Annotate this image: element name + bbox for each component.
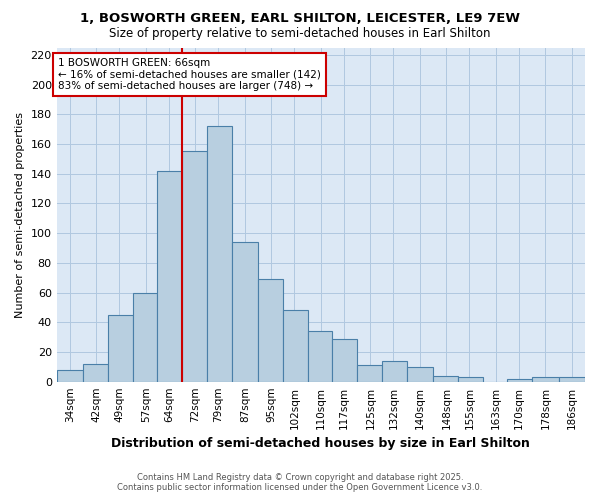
Bar [382, 361, 407, 382]
Bar [182, 152, 207, 382]
Bar [207, 126, 232, 382]
Bar [133, 292, 157, 382]
Text: 1 BOSWORTH GREEN: 66sqm
← 16% of semi-detached houses are smaller (142)
83% of s: 1 BOSWORTH GREEN: 66sqm ← 16% of semi-de… [58, 58, 321, 91]
Y-axis label: Number of semi-detached properties: Number of semi-detached properties [15, 112, 25, 318]
Bar [108, 315, 133, 382]
Bar [258, 279, 283, 382]
Text: Contains HM Land Registry data © Crown copyright and database right 2025.
Contai: Contains HM Land Registry data © Crown c… [118, 473, 482, 492]
Bar [532, 377, 559, 382]
Text: Size of property relative to semi-detached houses in Earl Shilton: Size of property relative to semi-detach… [109, 28, 491, 40]
Bar [407, 367, 433, 382]
Text: 1, BOSWORTH GREEN, EARL SHILTON, LEICESTER, LE9 7EW: 1, BOSWORTH GREEN, EARL SHILTON, LEICEST… [80, 12, 520, 26]
Bar [232, 242, 258, 382]
Bar [559, 377, 585, 382]
Bar [157, 171, 182, 382]
Bar [283, 310, 308, 382]
Bar [357, 366, 382, 382]
Bar [433, 376, 458, 382]
X-axis label: Distribution of semi-detached houses by size in Earl Shilton: Distribution of semi-detached houses by … [112, 437, 530, 450]
Bar [308, 331, 332, 382]
Bar [83, 364, 108, 382]
Bar [332, 338, 357, 382]
Bar [56, 370, 83, 382]
Bar [508, 378, 532, 382]
Bar [458, 377, 482, 382]
